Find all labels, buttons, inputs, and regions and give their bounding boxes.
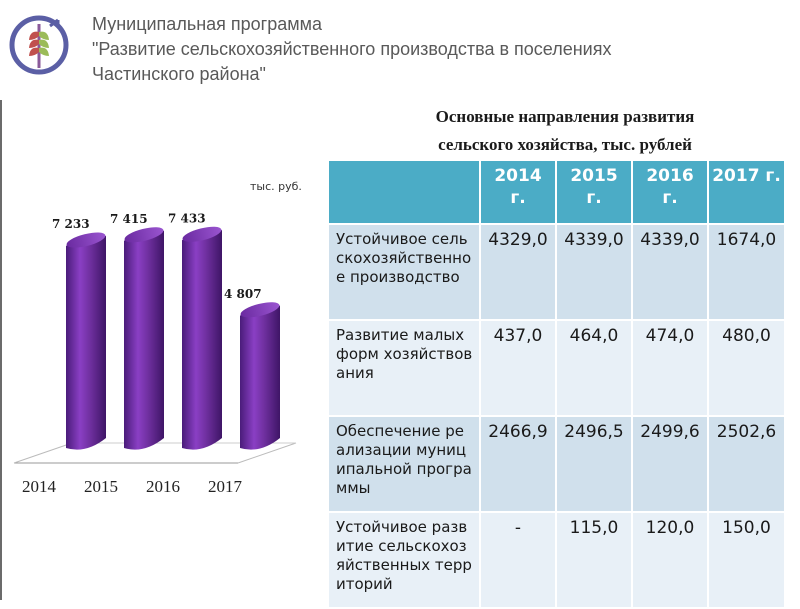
header: Муниципальная программа "Развитие сельск… — [0, 0, 800, 100]
row-value: 2496,5 — [555, 415, 633, 513]
bar-2017 — [240, 304, 280, 450]
bar-2015 — [124, 229, 164, 450]
row-value: - — [479, 511, 557, 609]
section-subtitle: Основные направления развития сельского … — [340, 103, 790, 159]
section-subtitle-line2: сельского хозяйства, тыс. рублей — [438, 135, 692, 154]
unit-label: тыс. руб. — [250, 180, 302, 193]
row-value: 2499,6 — [631, 415, 709, 513]
row-value: 4339,0 — [555, 223, 633, 321]
table-header-cell: 2015 г. — [555, 159, 633, 225]
program-title-line3: Частинского района" — [92, 64, 266, 84]
slide-divider — [0, 100, 2, 600]
row-value: 4329,0 — [479, 223, 557, 321]
table-row: Устойчивое развитие сельскохозяйственных… — [327, 511, 786, 609]
table-header-row: 2014 г. 2015 г. 2016 г. 2017 г. — [327, 159, 786, 225]
table-row: Устойчивое сельскохозяйственное производ… — [327, 223, 786, 321]
bar-cap-2016 — [182, 226, 222, 242]
row-value: 480,0 — [707, 319, 786, 417]
bars — [66, 226, 280, 450]
value-label-2017: 4 807 — [224, 287, 262, 301]
section-subtitle-line1: Основные направления развития — [435, 107, 695, 126]
value-labels: 7 233 7 415 7 433 4 807 — [52, 211, 262, 300]
row-value: 2502,6 — [707, 415, 786, 513]
data-table: 2014 г. 2015 г. 2016 г. 2017 г. Устойчив… — [327, 159, 786, 609]
value-label-2015: 7 415 — [110, 212, 148, 226]
row-value: 464,0 — [555, 319, 633, 417]
row-value: 150,0 — [707, 511, 786, 609]
bar-chart: 7 233 7 415 7 433 4 807 2014 2015 2016 2017 ты… — [0, 160, 330, 500]
table-row: Обеспечение реализации муниципальной про… — [327, 415, 786, 513]
table-header-cell: 2017 г. — [707, 159, 786, 225]
row-label: Обеспечение реализации муниципальной про… — [327, 415, 481, 513]
row-value: 1674,0 — [707, 223, 786, 321]
row-label: Устойчивое развитие сельскохозяйственных… — [327, 511, 481, 609]
program-title-line1: Муниципальная программа — [92, 14, 323, 34]
row-value: 120,0 — [631, 511, 709, 609]
bar-2014 — [66, 234, 106, 450]
program-title: Муниципальная программа "Развитие сельск… — [92, 12, 611, 87]
tick-label-2015: 2015 — [84, 477, 118, 496]
bar-chart-canvas: 7 233 7 415 7 433 4 807 2014 2015 2016 2017 ты… — [13, 180, 302, 496]
value-label-2016: 7 433 — [168, 211, 206, 225]
tick-label-2014: 2014 — [22, 477, 57, 496]
value-label-2014: 7 233 — [52, 217, 90, 231]
logo — [8, 12, 70, 78]
bar-2016 — [182, 228, 222, 450]
row-value: 437,0 — [479, 319, 557, 417]
bar-cap-2015 — [124, 227, 164, 243]
row-value: 4339,0 — [631, 223, 709, 321]
row-label: Развитие малых форм хозяйствования — [327, 319, 481, 417]
bar-cap-2017 — [240, 302, 280, 318]
wheat-logo-icon — [8, 12, 70, 78]
row-value: 115,0 — [555, 511, 633, 609]
bar-cap-2014 — [66, 232, 106, 248]
row-value: 2466,9 — [479, 415, 557, 513]
row-label: Устойчивое сельскохозяйственное производ… — [327, 223, 481, 321]
row-value: 474,0 — [631, 319, 709, 417]
table-header-corner — [327, 159, 481, 225]
table-row: Развитие малых форм хозяйствования 437,0… — [327, 319, 786, 417]
program-title-line2: "Развитие сельскохозяйственного производ… — [92, 39, 612, 59]
tick-labels: 2014 2015 2016 2017 — [22, 477, 243, 496]
table-header-cell: 2014 г. — [479, 159, 557, 225]
table-header-cell: 2016 г. — [631, 159, 709, 225]
tick-label-2016: 2016 — [146, 477, 180, 496]
tick-label-2017: 2017 — [208, 477, 243, 496]
